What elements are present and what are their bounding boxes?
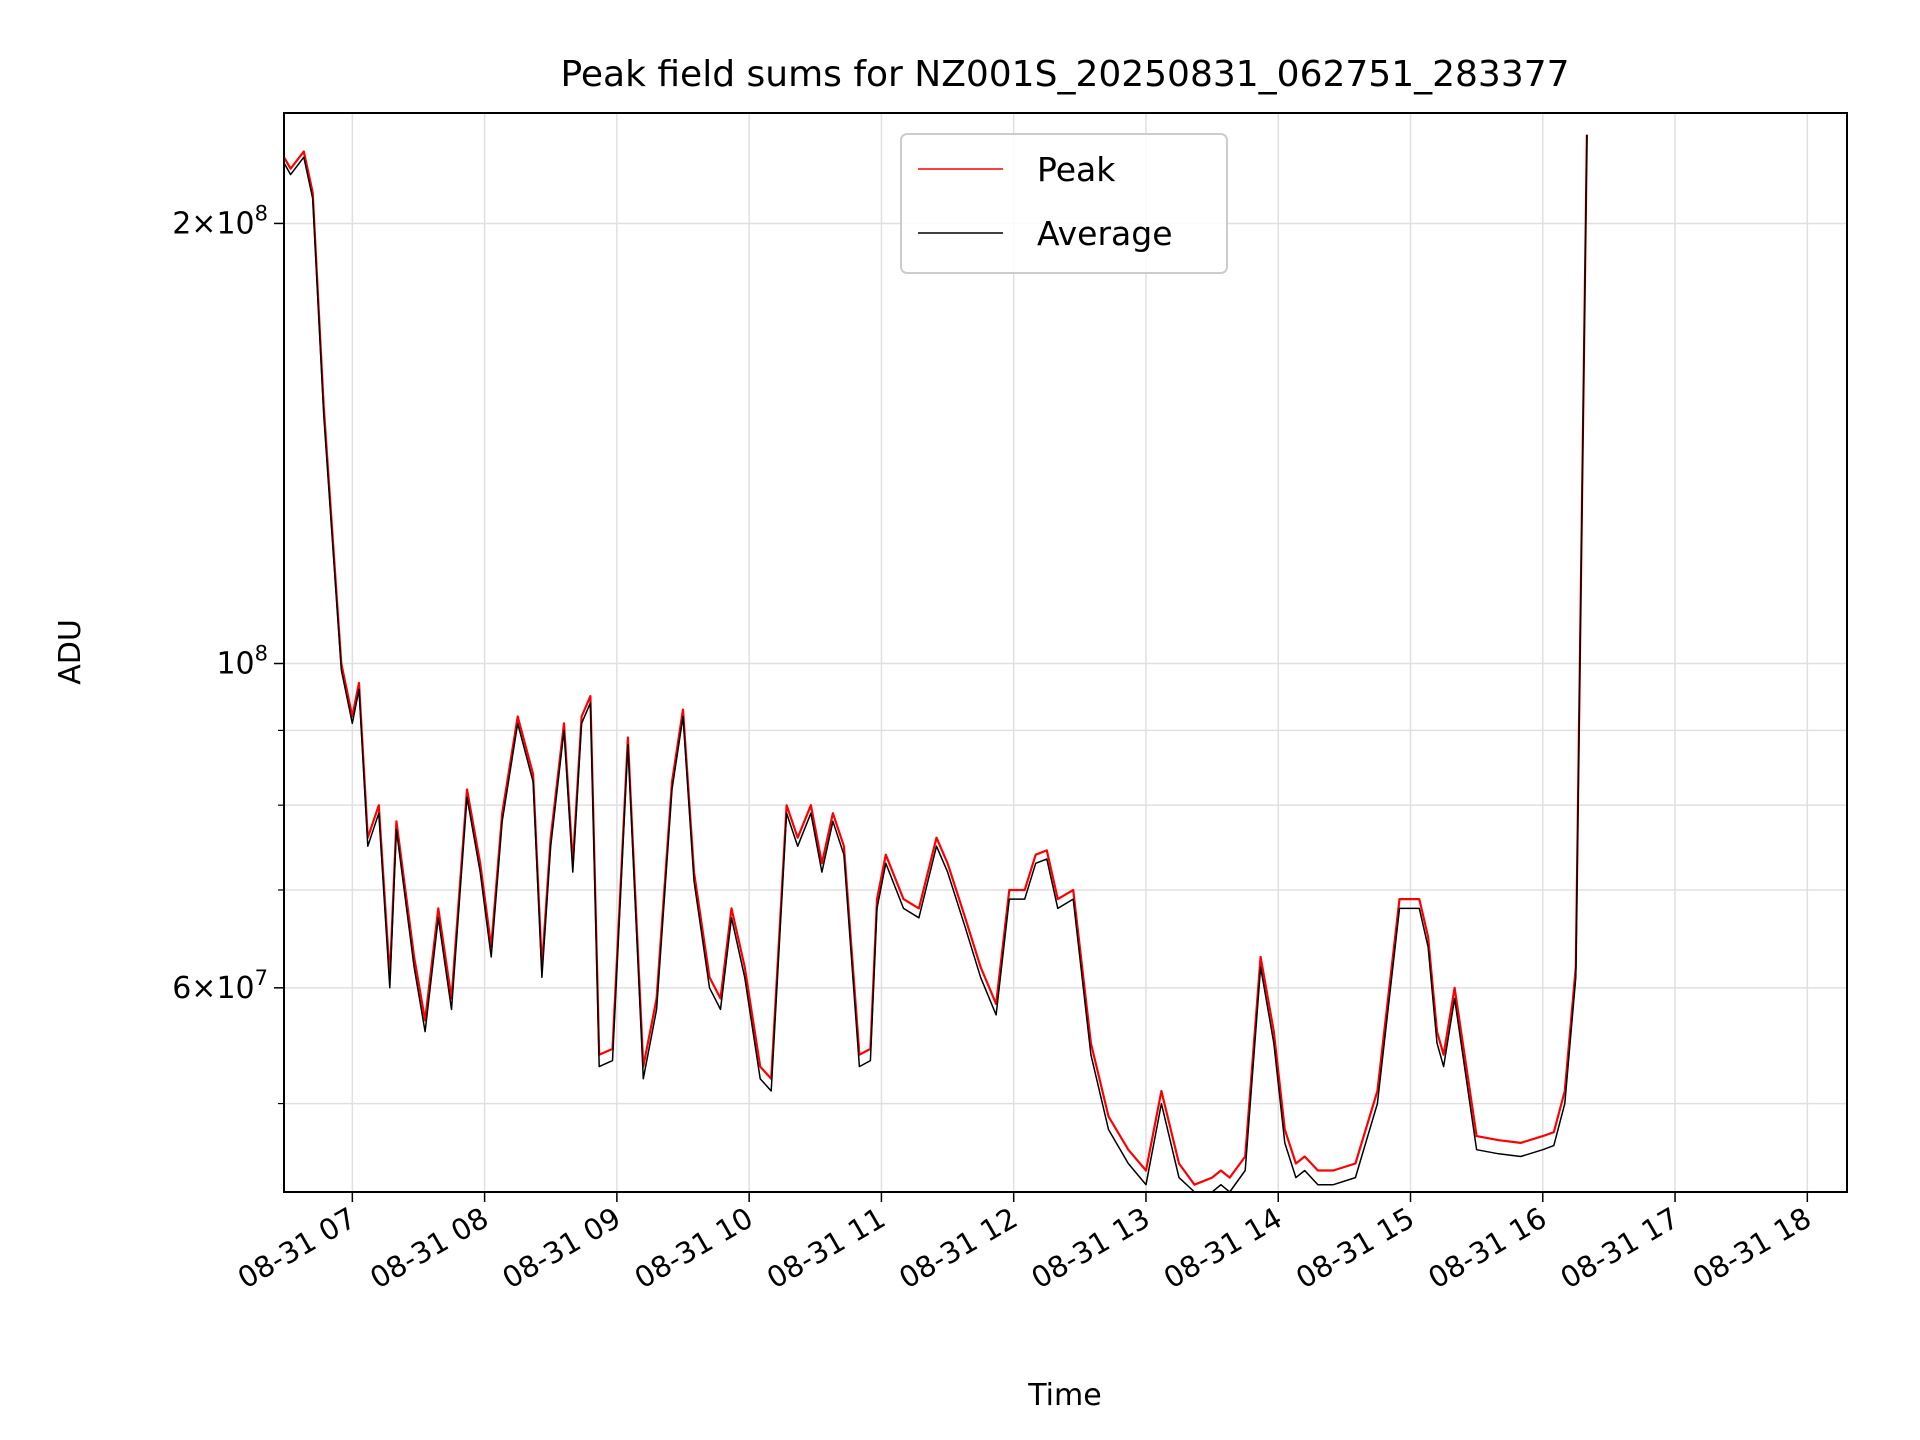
grid-lines [284, 113, 1847, 1192]
series-lines [283, 134, 1588, 1193]
y-tick-label: 6×107 [172, 966, 268, 1006]
y-axis-label: ADU [53, 619, 88, 685]
series-line-average [283, 134, 1588, 1193]
chart-title: Peak field sums for NZ001S_20250831_0627… [560, 54, 1569, 95]
legend-label-peak: Peak [1037, 150, 1116, 189]
y-tick-label: 2×108 [172, 201, 268, 241]
legend: Peak Average [900, 133, 1228, 274]
x-axis-label: Time [1027, 1378, 1101, 1413]
legend-label-average: Average [1037, 214, 1173, 253]
y-tick-label: 108 [216, 642, 268, 682]
y-axis-ticks: 2×108 108 6×107 [172, 201, 284, 1105]
plot-frame [283, 112, 1848, 1193]
